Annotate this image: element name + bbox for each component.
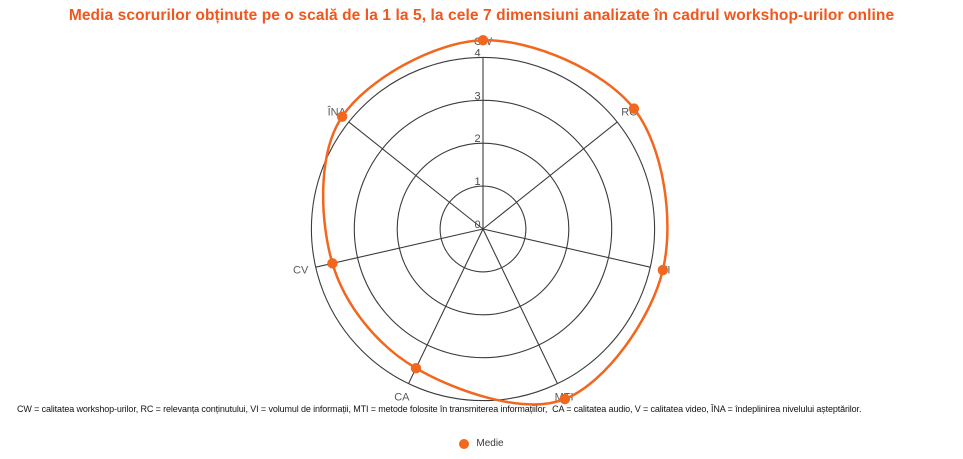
axis-label-CV: CV <box>293 265 309 277</box>
axis-spoke-VI <box>482 228 651 268</box>
axis-spoke-MTI <box>482 228 558 384</box>
data-point-CA <box>410 362 422 374</box>
axis-label-CA: CA <box>394 391 410 403</box>
legend-marker-icon <box>459 438 470 449</box>
data-point-ÎNA <box>336 111 348 122</box>
tick-label-2: 2 <box>474 133 480 145</box>
axis-spoke-CA <box>408 228 484 384</box>
axis-spoke-RC <box>482 121 618 230</box>
tick-label-4: 4 <box>474 47 480 59</box>
series-line-medie <box>321 38 669 406</box>
grid-ring-4 <box>310 56 656 402</box>
tick-label-1: 1 <box>474 176 480 188</box>
data-point-CV <box>327 258 338 269</box>
footnote-legend-text: CW = calitatea workshop-urilor, RC = rel… <box>17 404 862 414</box>
tick-label-3: 3 <box>474 90 480 102</box>
data-point-RC <box>628 103 640 114</box>
axis-spoke-CV <box>315 228 484 268</box>
data-point-VI <box>657 264 669 276</box>
legend: Medie <box>0 438 963 449</box>
chart-title: Media scorurilor obținute pe o scală de … <box>68 7 895 24</box>
data-point-MTI <box>559 393 571 405</box>
data-point-CW <box>477 35 489 46</box>
legend-label: Medie <box>476 438 504 449</box>
tick-label-0: 0 <box>474 219 480 231</box>
axis-spoke-ÎNA <box>348 121 484 230</box>
